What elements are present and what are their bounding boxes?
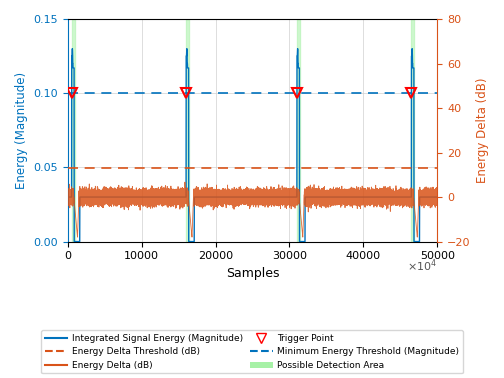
Y-axis label: Energy Delta (dB): Energy Delta (dB) <box>476 77 489 183</box>
X-axis label: Samples: Samples <box>226 267 279 280</box>
Legend: Integrated Signal Energy (Magnitude), Energy Delta Threshold (dB), Energy Delta : Integrated Signal Energy (Magnitude), En… <box>41 330 463 373</box>
Bar <box>72 19 75 242</box>
Bar <box>411 19 414 242</box>
Y-axis label: Energy (Magnitude): Energy (Magnitude) <box>15 72 28 189</box>
Text: $\times10^4$: $\times10^4$ <box>407 257 437 274</box>
Bar <box>297 19 300 242</box>
Bar <box>186 19 189 242</box>
